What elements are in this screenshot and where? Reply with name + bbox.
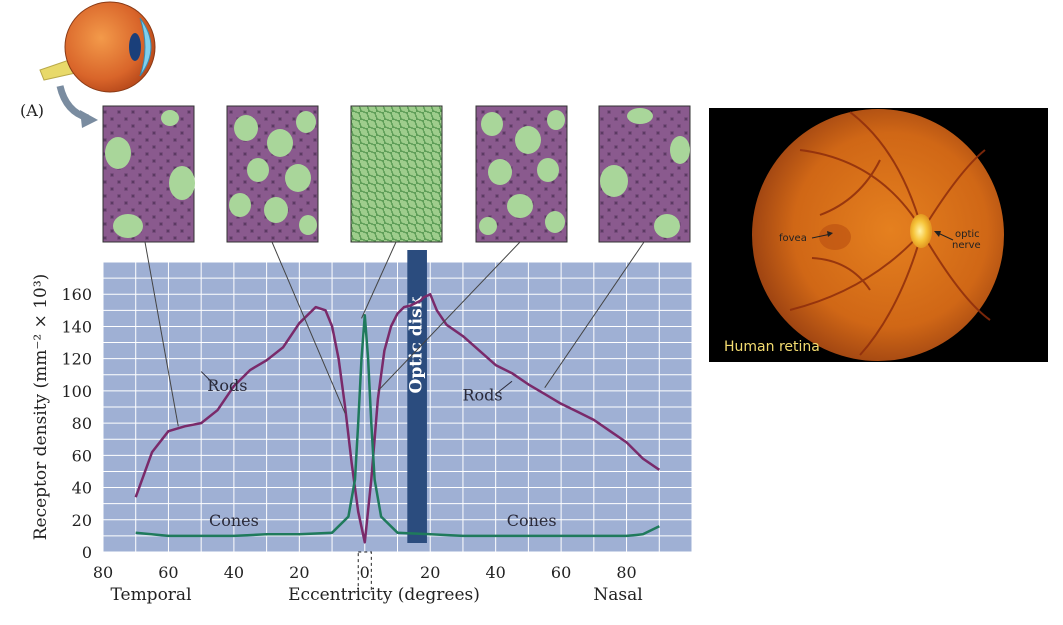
rods-label: Rods [463, 386, 503, 405]
x-tick-label: 20 [420, 563, 440, 582]
x-tick-label: 20 [289, 563, 309, 582]
cones-label: Cones [507, 511, 557, 530]
temporal-label: Temporal [110, 585, 191, 605]
leader-line [144, 241, 179, 427]
mosaic-thumbnail [102, 105, 195, 243]
leader-line [377, 241, 521, 392]
retina-caption: Human retina [724, 339, 820, 355]
mosaic-thumbnail [350, 105, 443, 243]
y-tick-label: 120 [61, 350, 92, 369]
rods-line [134, 292, 661, 544]
cones-label: Cones [209, 511, 259, 530]
nasal-label: Nasal [593, 585, 642, 605]
rods-label-leader [495, 380, 513, 395]
y-tick-label: 40 [72, 479, 92, 498]
x-tick-label: 80 [616, 563, 636, 582]
y-tick-label: 100 [61, 382, 92, 401]
eye-schematic [39, 1, 156, 128]
arrow-icon [80, 110, 98, 128]
retina-photo: fovea optic nerve Human retina [709, 108, 1048, 362]
leader-line [544, 241, 645, 388]
cones-line [135, 313, 660, 538]
retina-fundus [752, 109, 1004, 361]
retina-vessels [789, 111, 991, 356]
x-tick-label: 60 [551, 563, 571, 582]
panel-label: (A) [20, 101, 44, 120]
pupil-shape [129, 33, 141, 61]
mosaic-thumbnail [475, 105, 568, 243]
x-tick-label: 40 [224, 563, 244, 582]
y-tick-label: 0 [82, 543, 92, 562]
cornea-shape [139, 17, 152, 77]
y-tick-label: 20 [72, 511, 92, 530]
x-axis-label: Eccentricity (degrees) [288, 585, 480, 605]
optic-label: optic [955, 229, 980, 240]
nerve-label: nerve [952, 240, 981, 251]
y-tick-label: 80 [72, 414, 92, 433]
eyeball-shape [64, 1, 156, 93]
x-tick-label: 0 [360, 563, 370, 582]
x-tick-label: 40 [485, 563, 505, 582]
thumbnail-leader-lines [144, 241, 645, 427]
y-tick-label: 60 [72, 446, 92, 465]
rods-label: Rods [207, 376, 247, 395]
optic-disk-label: Optic disk [407, 295, 427, 393]
optic-disc-spot [910, 214, 932, 248]
fovea-spot [819, 224, 851, 250]
grid-lines [102, 261, 693, 553]
fovea-label: fovea [779, 233, 807, 244]
leader-line [361, 241, 397, 319]
fovea-dashed-box [357, 551, 372, 593]
leader-line [271, 241, 346, 414]
x-tick-label: 80 [93, 563, 113, 582]
optic-disk-bar [407, 250, 427, 543]
x-tick-label: 60 [158, 563, 178, 582]
mosaic-thumbnails [102, 105, 691, 243]
mosaic-thumbnail [598, 105, 691, 243]
y-axis-label: Receptor density (mm⁻² × 10³) [31, 274, 51, 541]
rods-label-leader [200, 371, 215, 385]
y-tick-label: 140 [61, 317, 92, 336]
mosaic-thumbnail [226, 105, 319, 243]
y-tick-label: 160 [61, 285, 92, 304]
receptor-density-chart: Optic disk Rods Rods Cones Cones 0 20 40 60 80 100… [31, 241, 693, 605]
